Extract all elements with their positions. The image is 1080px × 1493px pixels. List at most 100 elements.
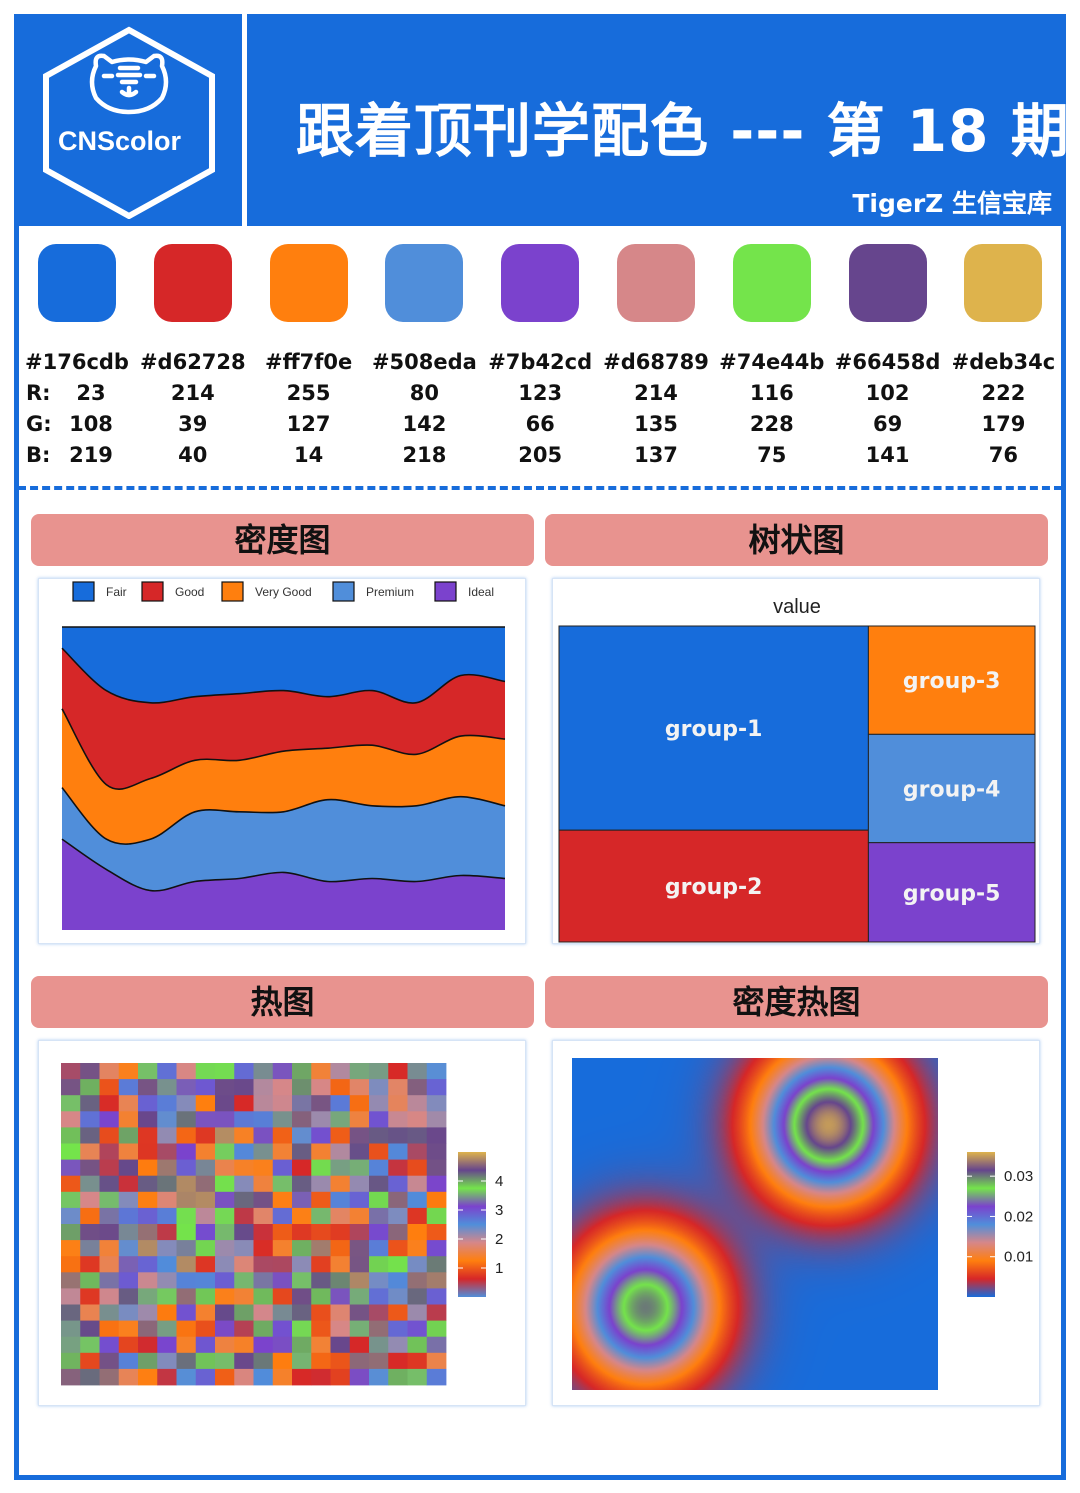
heatmap-cell xyxy=(426,1175,447,1193)
heatmap-cell xyxy=(253,1224,274,1241)
heatmap-cell xyxy=(61,1224,81,1241)
heatmap-cell xyxy=(292,1336,312,1354)
heatmap-cell xyxy=(330,1207,351,1225)
heatmap-cell xyxy=(253,1368,274,1386)
heatmap-cell xyxy=(349,1336,370,1354)
heatmap-cell xyxy=(426,1207,447,1225)
heatmap-tick-label: 3 xyxy=(495,1202,503,1219)
heatmap-cell xyxy=(407,1175,428,1193)
header-banner: CNScolor 跟着顶刊学配色 --- 第 18 期 TigerZ 生信宝库 xyxy=(14,14,1069,226)
heatmap-cell xyxy=(195,1288,216,1305)
heatmap-cell xyxy=(407,1240,428,1257)
heatmap-cell xyxy=(80,1288,100,1305)
treemap-cell-group-2 xyxy=(558,829,869,943)
heatmap-cell xyxy=(388,1095,408,1112)
heatmap-cell xyxy=(118,1079,139,1096)
color-b-value: 205 xyxy=(518,443,563,467)
heatmap-cell xyxy=(176,1352,197,1370)
heatmap-cell xyxy=(157,1240,177,1257)
heatmap-cell xyxy=(349,1143,370,1160)
color-r-value: 255 xyxy=(286,381,331,405)
treemap-chart-header: 树状图 xyxy=(545,514,1048,566)
legend-swatch xyxy=(72,581,95,602)
heatmap-cell xyxy=(157,1320,177,1338)
heatmap-cell xyxy=(388,1224,408,1241)
treemap-cell-group-5 xyxy=(867,842,1036,943)
heatmap-cell xyxy=(311,1111,331,1128)
heatmap-cell xyxy=(253,1191,274,1209)
heatmap-cell xyxy=(195,1224,216,1241)
heatmap-cell xyxy=(118,1256,139,1273)
legend-label: Fair xyxy=(106,585,127,599)
heatmap-cell xyxy=(407,1288,428,1305)
heatmap-cell xyxy=(138,1368,158,1386)
heatmap-cell xyxy=(61,1207,81,1225)
color-g-value: 135 xyxy=(634,412,678,436)
heatmap-cell xyxy=(99,1352,120,1370)
heatmap-chart: 1 2 3 4 xyxy=(61,1063,503,1386)
heatmap-cell xyxy=(292,1207,312,1225)
heatmap-cell xyxy=(388,1207,408,1225)
header-divider xyxy=(242,14,247,226)
heatmap-cell xyxy=(176,1095,197,1112)
heatmap-cell xyxy=(272,1304,293,1321)
heatmap-cell xyxy=(61,1079,81,1096)
heatmap-chart-panel: 1 2 3 4 xyxy=(38,1040,526,1406)
heatmap-cell xyxy=(176,1272,197,1289)
heatmap-cell xyxy=(330,1352,351,1370)
heatmap-cell xyxy=(369,1304,389,1321)
heatmap-cell xyxy=(292,1175,312,1193)
heatmap-cell xyxy=(99,1320,120,1338)
heatmap-cell xyxy=(388,1288,408,1305)
heatmap-cell xyxy=(253,1111,274,1128)
heatmap-cell xyxy=(407,1207,428,1225)
heatmap-cell xyxy=(215,1256,235,1273)
heatmap-cell xyxy=(234,1336,254,1354)
heatmap-cell xyxy=(292,1320,312,1338)
g-row-label: G: xyxy=(26,412,52,436)
heatmap-cell xyxy=(292,1304,312,1321)
heatmap-cell xyxy=(349,1063,370,1080)
heatmap-cell xyxy=(138,1159,158,1177)
heatmap-cell xyxy=(234,1224,254,1241)
heatmap-cell xyxy=(99,1175,120,1193)
heatmap-cell xyxy=(195,1079,216,1096)
heatmap-cell xyxy=(176,1240,197,1257)
color-b-value: 14 xyxy=(293,443,324,467)
heatmap-cell xyxy=(118,1159,139,1177)
color-g-value: 108 xyxy=(69,412,113,436)
heatmap-cell xyxy=(349,1175,370,1193)
heatmap-cell xyxy=(330,1127,351,1144)
heatmap-cell xyxy=(61,1288,81,1305)
heatmap-cell xyxy=(292,1191,312,1209)
heatmap-cell xyxy=(215,1320,235,1338)
heatmap-cell xyxy=(157,1127,177,1144)
heatmap-cell xyxy=(369,1336,389,1354)
heatmap-cell xyxy=(234,1143,254,1160)
heatmap-cell xyxy=(292,1224,312,1241)
heatmap-cell xyxy=(330,1272,351,1289)
heatmap-cell xyxy=(99,1272,120,1289)
heatmap-cell xyxy=(176,1368,197,1386)
heatmap-cell xyxy=(311,1224,331,1241)
heatmap-cell xyxy=(388,1256,408,1273)
heatmap-cell xyxy=(138,1207,158,1225)
heatmap-cell xyxy=(99,1079,120,1096)
heatmap-cell xyxy=(176,1111,197,1128)
heatmap-cell xyxy=(61,1336,81,1354)
heatmap-cell xyxy=(407,1256,428,1273)
color-swatch xyxy=(269,244,348,322)
heatmap-cell xyxy=(407,1111,428,1128)
heatmap-cell xyxy=(369,1240,389,1257)
heatmap-cell xyxy=(272,1063,293,1080)
b-row-label: B: xyxy=(26,443,51,467)
heatmap-cell xyxy=(407,1079,428,1096)
heatmap-cell xyxy=(157,1175,177,1193)
color-hex-label: #d68789 xyxy=(603,350,709,374)
treemap-label: group-5 xyxy=(903,881,1001,906)
heatmap-cell xyxy=(157,1304,177,1321)
heatmap-cell xyxy=(215,1224,235,1241)
heatmap-cell xyxy=(234,1063,254,1080)
heatmap-cell xyxy=(99,1127,120,1144)
heatmap-cell xyxy=(118,1224,139,1241)
